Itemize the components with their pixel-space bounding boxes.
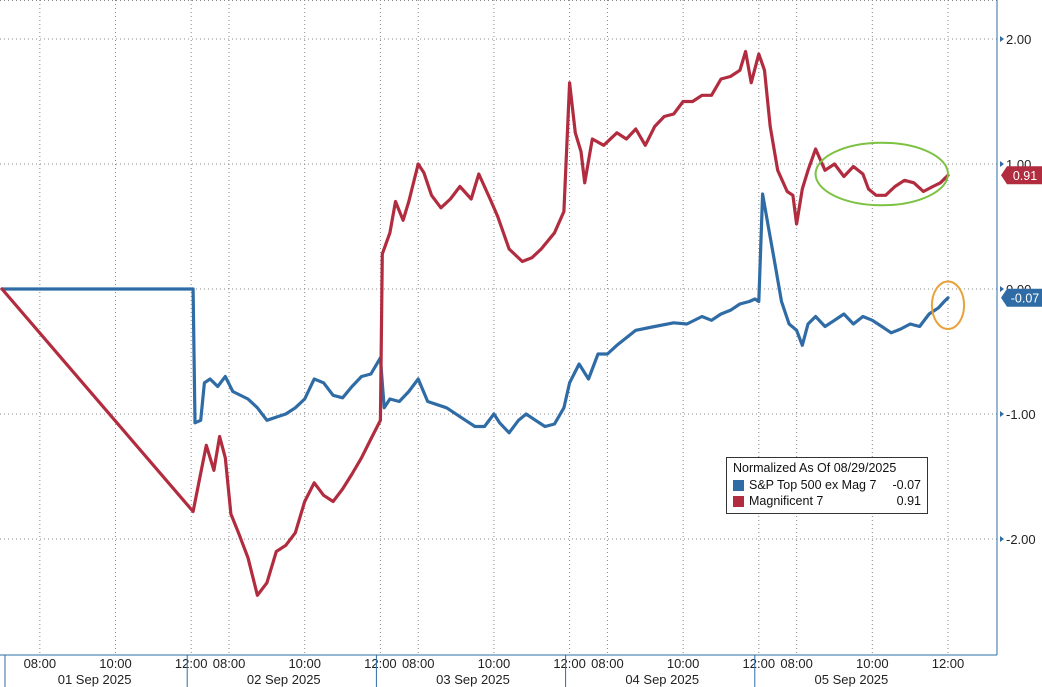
badge-label-sp500: -0.07 [1011,291,1040,305]
value-badges: -0.07 0.91 [1001,166,1042,307]
x-tick-label: 10:00 [856,656,889,671]
legend-value-mag7: 0.91 [896,494,921,508]
y-tick-mark [1000,36,1004,42]
legend-label-sp500: S&P Top 500 ex Mag 7 [749,478,877,492]
y-tick-mark [1000,411,1004,417]
x-tick-label: 08:00 [591,656,624,671]
x-tick-label: 12:00 [364,656,397,671]
y-tick-label: 2.00 [1006,32,1031,47]
y-tick-label: -2.00 [1006,532,1036,547]
legend-entry-mag7: Magnificent 7 0.91 [733,493,921,509]
grid [0,0,997,655]
series-lines [0,49,950,597]
x-tick-label: 08:00 [24,656,57,671]
legend-label-mag7: Magnificent 7 [749,494,824,508]
y-axis: 2.001.000.00-1.00-2.00 [996,0,1036,655]
legend-title: Normalized As Of 08/29/2025 [733,461,897,475]
x-tick-label: 12:00 [175,656,208,671]
legend-swatch-sp500 [733,479,744,491]
legend: Normalized As Of 08/29/2025 S&P Top 500 … [726,457,928,514]
badge-label-mag7: 0.91 [1013,169,1037,183]
series-line-sp500 [0,192,950,435]
annotation-ellipse [814,141,950,207]
badge-mag7 [1001,166,1042,185]
x-tick-label: 08:00 [780,656,813,671]
x-day-label: 04 Sep 2025 [625,672,699,687]
legend-swatch-mag7 [733,495,744,507]
y-tick-mark [1000,161,1004,167]
badge-sp500 [1001,288,1042,307]
x-tick-label: 08:00 [402,656,435,671]
x-tick-label: 12:00 [553,656,586,671]
x-day-label: 05 Sep 2025 [815,672,889,687]
x-tick-label: 10:00 [99,656,132,671]
x-tick-label: 08:00 [213,656,246,671]
x-day-label: 02 Sep 2025 [247,672,321,687]
x-tick-label: 10:00 [667,656,700,671]
y-tick-mark [1000,286,1004,292]
x-axis: 08:00 10:00 12:00 08:00 10:00 12:00 08:00 10:00… [0,654,997,687]
x-tick-label: 12:00 [743,656,776,671]
x-day-label: 01 Sep 2025 [58,672,132,687]
x-tick-label: 10:00 [478,656,511,671]
x-tick-label: 10:00 [288,656,321,671]
annotation-ellipse [930,280,966,330]
series-line-mag7 [0,49,950,597]
y-tick-mark [1000,536,1004,542]
annotations [814,141,966,330]
x-tick-label: 12:00 [932,656,965,671]
y-tick-label: -1.00 [1006,407,1036,422]
legend-value-sp500: -0.07 [892,478,922,492]
x-day-label: 03 Sep 2025 [436,672,510,687]
legend-entry-sp500: S&P Top 500 ex Mag 7 -0.07 [733,477,921,493]
